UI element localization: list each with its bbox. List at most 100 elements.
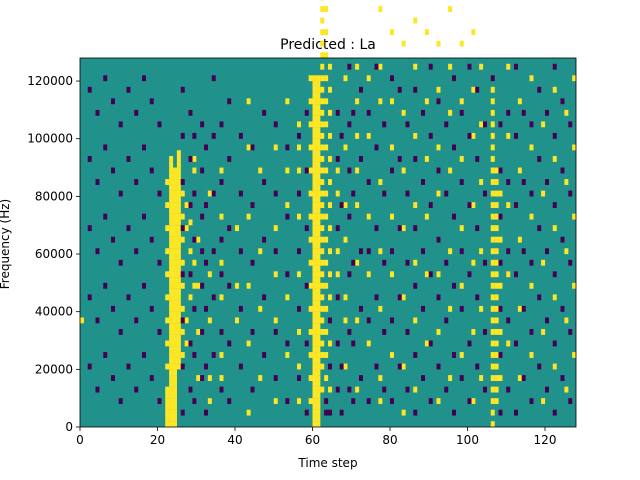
heatmap-cell-high xyxy=(169,380,174,387)
heatmap-cell-high xyxy=(169,248,174,255)
heatmap-cell-low xyxy=(188,202,193,209)
heatmap-cell-low xyxy=(545,317,549,324)
heatmap-cell-low xyxy=(262,109,267,116)
heatmap-cell-high xyxy=(176,346,181,353)
heatmap-cell-high xyxy=(479,63,484,70)
heatmap-cell-low xyxy=(304,282,309,289)
heatmap-cell-high xyxy=(490,340,495,347)
heatmap-cell-high xyxy=(552,294,557,301)
heatmap-cell-high xyxy=(308,213,313,220)
heatmap-cell-low xyxy=(397,86,402,93)
heatmap-cell-low xyxy=(421,109,425,116)
heatmap-cell-high xyxy=(180,190,185,197)
heatmap-cell-low xyxy=(188,156,193,162)
heatmap-cell-high xyxy=(366,340,371,347)
heatmap-cell-high xyxy=(378,63,383,70)
heatmap-cell-high xyxy=(169,357,174,364)
heatmap-cell-low xyxy=(382,386,387,393)
heatmap-cell-high xyxy=(312,179,317,185)
heatmap-cell-high xyxy=(312,86,317,93)
heatmap-cell-high xyxy=(312,369,317,376)
heatmap-cell-high xyxy=(316,138,321,145)
heatmap-cell-high xyxy=(312,294,317,301)
heatmap-cell-high xyxy=(312,196,317,203)
heatmap-cell-high xyxy=(312,207,317,214)
heatmap-cell-low xyxy=(118,328,123,335)
heatmap-cell-high xyxy=(498,375,503,381)
heatmap-cell-high xyxy=(173,259,177,266)
heatmap-cell-low xyxy=(514,271,518,278)
heatmap-cell-high xyxy=(490,248,495,255)
heatmap-cell-low xyxy=(421,248,425,255)
heatmap-cell-high xyxy=(176,300,181,307)
heatmap-cell-low xyxy=(157,398,162,405)
heatmap-cell-high xyxy=(424,340,429,347)
heatmap-cell-high xyxy=(328,63,332,70)
heatmap-cell-high xyxy=(176,213,181,220)
heatmap-cell-high xyxy=(320,121,325,128)
heatmap-cell-low xyxy=(304,409,309,416)
heatmap-cell-high xyxy=(424,29,429,36)
y-axis: 0 20000 40000 60000 80000 100000 120000 xyxy=(27,74,80,434)
heatmap-cell-high xyxy=(258,305,263,312)
heatmap-cell-low xyxy=(87,225,92,232)
heatmap-cell-high xyxy=(316,132,321,139)
heatmap-cell-low xyxy=(351,340,356,347)
heatmap-cell-high xyxy=(328,132,332,139)
heatmap-cell-low xyxy=(382,328,387,335)
heatmap-cell-high xyxy=(494,213,499,220)
heatmap-cell-low xyxy=(568,121,573,128)
heatmap-cell-low xyxy=(200,167,205,174)
heatmap-cell-high xyxy=(169,173,174,180)
heatmap-cell-high xyxy=(328,271,332,278)
heatmap-cell-high xyxy=(572,144,577,151)
heatmap-cell-high xyxy=(401,109,406,116)
heatmap-cell-high xyxy=(169,294,174,301)
heatmap-cell-high xyxy=(169,386,174,393)
heatmap-cell-high xyxy=(173,300,177,307)
y-tick-label: 60000 xyxy=(35,247,73,261)
heatmap-cell-high xyxy=(324,52,329,59)
heatmap-cell-high xyxy=(173,230,177,237)
heatmap-cell-high xyxy=(196,236,201,243)
heatmap-cell-high xyxy=(316,334,321,341)
heatmap-cell-low xyxy=(211,294,216,301)
heatmap-cell-high xyxy=(246,213,251,220)
heatmap-cell-high xyxy=(312,328,317,335)
heatmap-cell-low xyxy=(537,363,542,370)
heatmap-cell-low xyxy=(118,190,123,197)
heatmap-cell-low xyxy=(227,398,232,405)
heatmap-cell-low xyxy=(483,259,487,266)
heatmap-cell-high xyxy=(312,305,317,312)
heatmap-cell-high xyxy=(273,398,278,405)
heatmap-cell-high xyxy=(297,271,301,278)
heatmap-cell-low xyxy=(498,409,503,416)
heatmap-cell-low xyxy=(452,144,456,151)
heatmap-cell-high xyxy=(312,219,317,226)
heatmap-cell-low xyxy=(351,109,356,116)
heatmap-cell-high xyxy=(378,398,383,405)
heatmap-cell-high xyxy=(316,150,321,157)
heatmap-cell-high xyxy=(328,109,332,116)
heatmap-cell-high xyxy=(169,225,174,232)
heatmap-cell-high xyxy=(173,409,177,416)
heatmap-cell-high xyxy=(572,352,577,358)
heatmap-cell-high xyxy=(459,352,464,358)
heatmap-cell-low xyxy=(359,86,363,93)
heatmap-cell-high xyxy=(316,242,321,249)
heatmap-cell-low xyxy=(475,86,480,93)
heatmap-cell-high xyxy=(390,352,394,358)
heatmap-cell-high xyxy=(490,167,495,174)
heatmap-cell-high xyxy=(490,421,495,428)
heatmap-cell-high xyxy=(316,173,321,180)
y-tick-label: 80000 xyxy=(35,189,73,203)
heatmap-cell-high xyxy=(401,409,406,416)
heatmap-cell-low xyxy=(304,340,309,347)
heatmap-cell-high xyxy=(285,98,290,105)
heatmap-cell-high xyxy=(173,346,177,353)
heatmap-cell-high xyxy=(219,294,224,301)
heatmap-cell-high xyxy=(471,259,476,266)
heatmap-cell-high xyxy=(490,409,495,416)
heatmap-cell-low xyxy=(262,294,267,301)
heatmap-cell-high xyxy=(552,86,557,93)
